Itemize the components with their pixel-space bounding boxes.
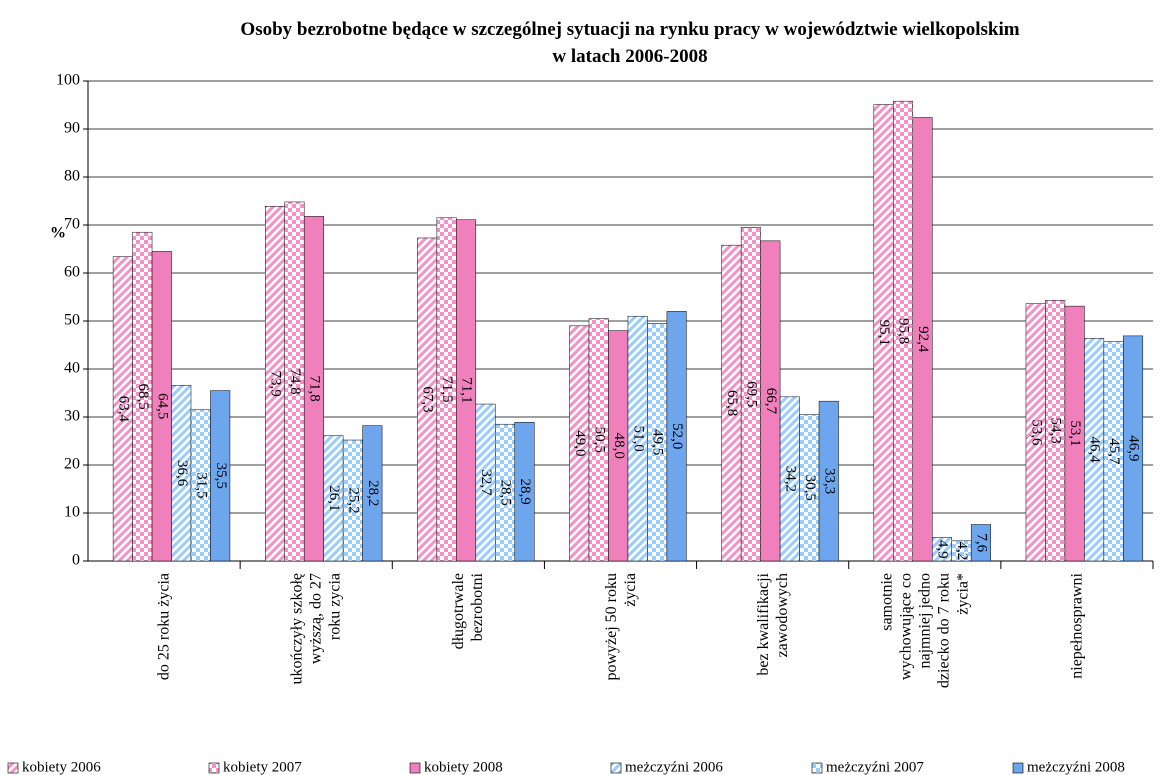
legend-swatch	[208, 762, 220, 774]
y-axis-label: %	[50, 225, 66, 242]
x-tick-label: długotrwale bezrobotni	[450, 573, 487, 650]
data-label: 69,5	[743, 381, 759, 407]
data-label: 63,4	[115, 396, 131, 423]
data-label: 68,5	[135, 383, 151, 409]
legend-swatch	[409, 762, 421, 774]
y-tick-label: 20	[64, 456, 80, 473]
data-label: 31,5	[193, 472, 209, 498]
bar	[514, 422, 535, 562]
y-tick-label: 80	[64, 168, 80, 185]
data-label: 25,2	[345, 487, 361, 513]
x-tick-label: do 25 roku życia	[155, 573, 173, 681]
bar	[970, 524, 991, 562]
data-label: 65,8	[724, 390, 740, 416]
data-label: 35,5	[213, 463, 229, 489]
y-tick-label: 90	[64, 120, 80, 137]
data-label: 50,5	[591, 427, 607, 453]
x-tick-label: bez kwalifikacji zawodowych	[754, 573, 791, 676]
x-tick-label: samotnie wychowujące co najmniej jedno d…	[878, 573, 972, 689]
data-label: 64,5	[154, 393, 170, 419]
data-label: 4,2	[954, 542, 970, 561]
data-label: 45,7	[1106, 438, 1122, 465]
data-label: 53,1	[1067, 420, 1083, 446]
legend-swatch	[610, 762, 622, 774]
data-label: 28,9	[517, 479, 533, 505]
legend-label: meżczyźni 2006	[625, 759, 723, 775]
legend-swatch	[7, 762, 19, 774]
legend-label: kobiety 2007	[223, 759, 302, 775]
data-label: 73,9	[268, 371, 284, 397]
data-label: 67,3	[420, 386, 436, 412]
data-label: 66,7	[763, 388, 779, 415]
data-label: 28,5	[498, 479, 514, 505]
legend-label: meżczyźni 2007	[826, 759, 924, 775]
data-label: 32,7	[478, 469, 494, 496]
y-tick-label: 10	[64, 504, 80, 521]
data-label: 71,8	[306, 376, 322, 402]
data-label: 71,1	[459, 377, 475, 403]
data-label: 7,6	[973, 533, 989, 552]
chart-title: Osoby bezrobotne będące w szczególnej sy…	[240, 19, 1020, 67]
data-label: 4,9	[935, 540, 951, 559]
data-label: 46,9	[1126, 435, 1142, 461]
data-label: 26,1	[326, 485, 342, 511]
legend-label: meżczyźni 2008	[1027, 759, 1125, 775]
data-label: 54,3	[1048, 418, 1064, 444]
data-label: 49,0	[572, 430, 588, 456]
legend-label: kobiety 2008	[424, 759, 503, 775]
y-tick-label: 100	[56, 72, 80, 89]
legend-swatch	[811, 762, 823, 774]
bar	[1123, 335, 1144, 562]
data-label: 74,8	[287, 368, 303, 394]
y-tick-label: 70	[64, 216, 80, 233]
data-label: 28,2	[365, 480, 381, 506]
bar	[666, 311, 687, 562]
y-tick-label: 0	[72, 552, 80, 569]
data-label: 51,0	[630, 425, 646, 451]
y-tick-label: 40	[64, 360, 80, 377]
data-label: 48,0	[611, 433, 627, 459]
data-label: 33,3	[821, 468, 837, 494]
legend-label: kobiety 2006	[22, 759, 101, 775]
data-label: 95,8	[896, 318, 912, 344]
bar	[456, 219, 477, 562]
data-label: 53,6	[1028, 419, 1044, 446]
x-tick-label: powyżej 50 roku życia	[602, 573, 639, 681]
data-label: 30,5	[802, 475, 818, 501]
data-label: 36,6	[174, 460, 190, 487]
data-label: 46,4	[1087, 437, 1103, 464]
data-label: 49,5	[650, 429, 666, 455]
data-label: 52,0	[669, 423, 685, 449]
bar	[362, 425, 383, 562]
y-tick-label: 30	[64, 408, 80, 425]
bar	[818, 400, 839, 562]
legend-swatch	[1012, 762, 1024, 774]
data-label: 71,5	[439, 376, 455, 402]
x-tick-label: ukończyły szkołę wyższą, do 27 roku zyci…	[288, 573, 344, 685]
bar	[303, 216, 324, 562]
bar	[210, 390, 231, 562]
data-label: 95,1	[876, 320, 892, 346]
x-tick-label: niepełnosprawni	[1068, 573, 1086, 679]
y-tick-label: 50	[64, 312, 80, 329]
y-tick-label: 60	[64, 264, 80, 281]
data-label: 34,2	[782, 466, 798, 492]
data-label: 92,4	[915, 326, 931, 353]
bar	[912, 117, 933, 562]
